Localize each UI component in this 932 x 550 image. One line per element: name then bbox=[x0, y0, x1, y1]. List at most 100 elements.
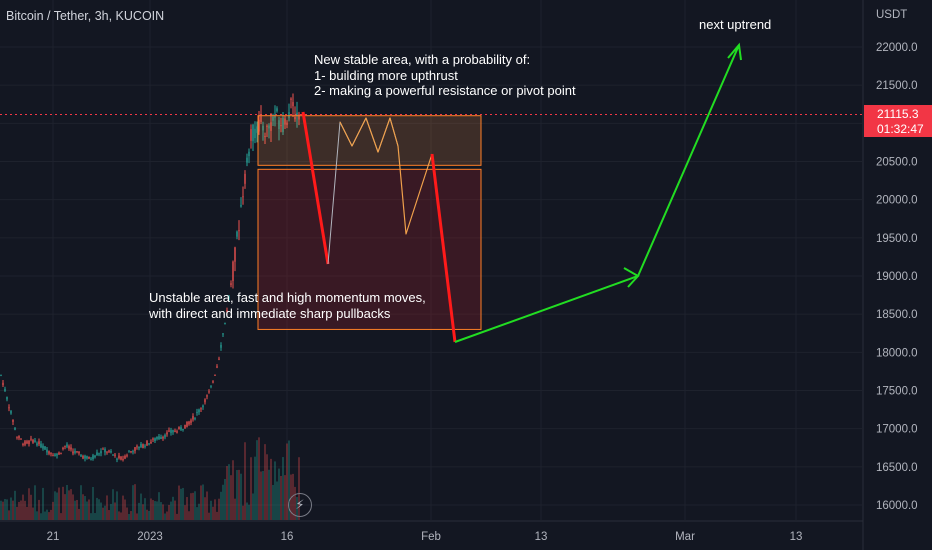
candle-body bbox=[108, 450, 110, 452]
volume-bar bbox=[34, 485, 36, 520]
candle-body bbox=[104, 449, 106, 453]
volume-bar bbox=[254, 456, 256, 520]
candle-body bbox=[42, 445, 44, 449]
volume-bar bbox=[248, 504, 250, 520]
candle-body bbox=[206, 395, 208, 397]
candle-body bbox=[152, 438, 154, 440]
volume-bar bbox=[28, 488, 30, 520]
candle-body bbox=[238, 230, 240, 232]
volume-bars bbox=[0, 437, 300, 520]
volume-bar bbox=[196, 507, 198, 520]
candle-body bbox=[30, 438, 32, 440]
candle-body bbox=[296, 112, 298, 117]
volume-bar bbox=[54, 491, 56, 520]
volume-bar bbox=[186, 497, 188, 520]
volume-bar bbox=[146, 509, 148, 520]
volume-bar bbox=[182, 487, 184, 520]
candle-body bbox=[70, 447, 72, 450]
candle-body bbox=[120, 456, 122, 460]
volume-bar bbox=[82, 494, 84, 520]
candle-body bbox=[202, 405, 204, 408]
volume-bar bbox=[172, 496, 174, 520]
volume-bar bbox=[154, 501, 156, 520]
volume-bar bbox=[98, 499, 100, 520]
projection-lines bbox=[301, 42, 742, 343]
candle-body bbox=[292, 102, 294, 107]
candle-body bbox=[132, 451, 134, 453]
volume-bar bbox=[116, 491, 118, 520]
volume-bar bbox=[194, 491, 196, 520]
candle-body bbox=[16, 436, 18, 438]
volume-bar bbox=[144, 498, 146, 520]
candle-body bbox=[14, 428, 16, 430]
volume-bar bbox=[30, 494, 32, 520]
volume-bar bbox=[74, 500, 76, 520]
volume-bar bbox=[214, 499, 216, 520]
volume-bar bbox=[166, 511, 168, 520]
volume-bar bbox=[90, 513, 92, 520]
volume-bar bbox=[200, 485, 202, 520]
price-tick-label: 16500.0 bbox=[876, 462, 918, 474]
candle-body bbox=[150, 442, 152, 444]
red-drop-line-2 bbox=[430, 153, 457, 343]
volume-bar bbox=[170, 501, 172, 520]
next-uptrend-note[interactable]: next uptrend bbox=[699, 17, 772, 32]
stable-area-note[interactable]: New stable area, with a probability of: … bbox=[314, 52, 576, 98]
volume-bar bbox=[288, 440, 290, 520]
volume-bar bbox=[66, 484, 68, 520]
volume-bar bbox=[246, 502, 248, 520]
volume-bar bbox=[106, 495, 108, 520]
volume-bar bbox=[212, 506, 214, 520]
candle-body bbox=[110, 451, 112, 453]
volume-bar bbox=[134, 484, 136, 520]
candle-body bbox=[136, 446, 138, 448]
volume-bar bbox=[126, 507, 128, 520]
candle-body bbox=[254, 128, 256, 139]
volume-bar bbox=[4, 499, 6, 520]
candle-body bbox=[160, 437, 162, 439]
volume-bar bbox=[230, 475, 232, 520]
volume-bar bbox=[124, 499, 126, 520]
candle-body bbox=[112, 454, 114, 456]
volume-bar bbox=[150, 498, 152, 520]
lightning-icon[interactable]: ⚡ bbox=[288, 493, 312, 517]
axis-unit-label[interactable]: USDT bbox=[876, 9, 908, 21]
symbol-title[interactable]: Bitcoin / Tether, 3h, KUCOIN bbox=[6, 9, 165, 23]
candle-body bbox=[176, 431, 178, 433]
volume-bar bbox=[198, 503, 200, 520]
candle-body bbox=[252, 124, 254, 142]
candle-body bbox=[68, 446, 70, 449]
candle-body bbox=[50, 453, 52, 455]
candle-body bbox=[24, 441, 26, 445]
candle-body bbox=[188, 421, 190, 425]
volume-bar bbox=[136, 513, 138, 520]
volume-bar bbox=[206, 491, 208, 520]
candle-body bbox=[26, 441, 28, 444]
volume-bar bbox=[140, 493, 142, 520]
volume-bar bbox=[0, 500, 2, 520]
volume-bar bbox=[36, 511, 38, 520]
candle-body bbox=[242, 196, 244, 198]
unstable-area-note[interactable]: Unstable area, fast and high momentum mo… bbox=[149, 290, 426, 321]
candle-body bbox=[40, 443, 42, 448]
volume-bar bbox=[20, 500, 22, 520]
candle-body bbox=[290, 98, 292, 100]
candle-body bbox=[232, 261, 234, 281]
candle-body bbox=[162, 437, 164, 439]
volume-bar bbox=[226, 466, 228, 520]
price-tick-label: 17000.0 bbox=[876, 424, 918, 436]
orange-wave bbox=[339, 117, 399, 153]
volume-bar bbox=[202, 484, 204, 520]
candle-body bbox=[64, 445, 66, 447]
candle-body bbox=[18, 436, 20, 439]
volume-bar bbox=[22, 494, 24, 520]
volume-bar bbox=[164, 513, 166, 520]
candle-body bbox=[36, 443, 38, 446]
volume-bar bbox=[280, 475, 282, 520]
volume-bar bbox=[216, 511, 218, 520]
candle-body bbox=[96, 452, 98, 456]
candle-body bbox=[72, 451, 74, 454]
volume-bar bbox=[218, 498, 220, 520]
time-tick-label: 2023 bbox=[137, 531, 163, 543]
